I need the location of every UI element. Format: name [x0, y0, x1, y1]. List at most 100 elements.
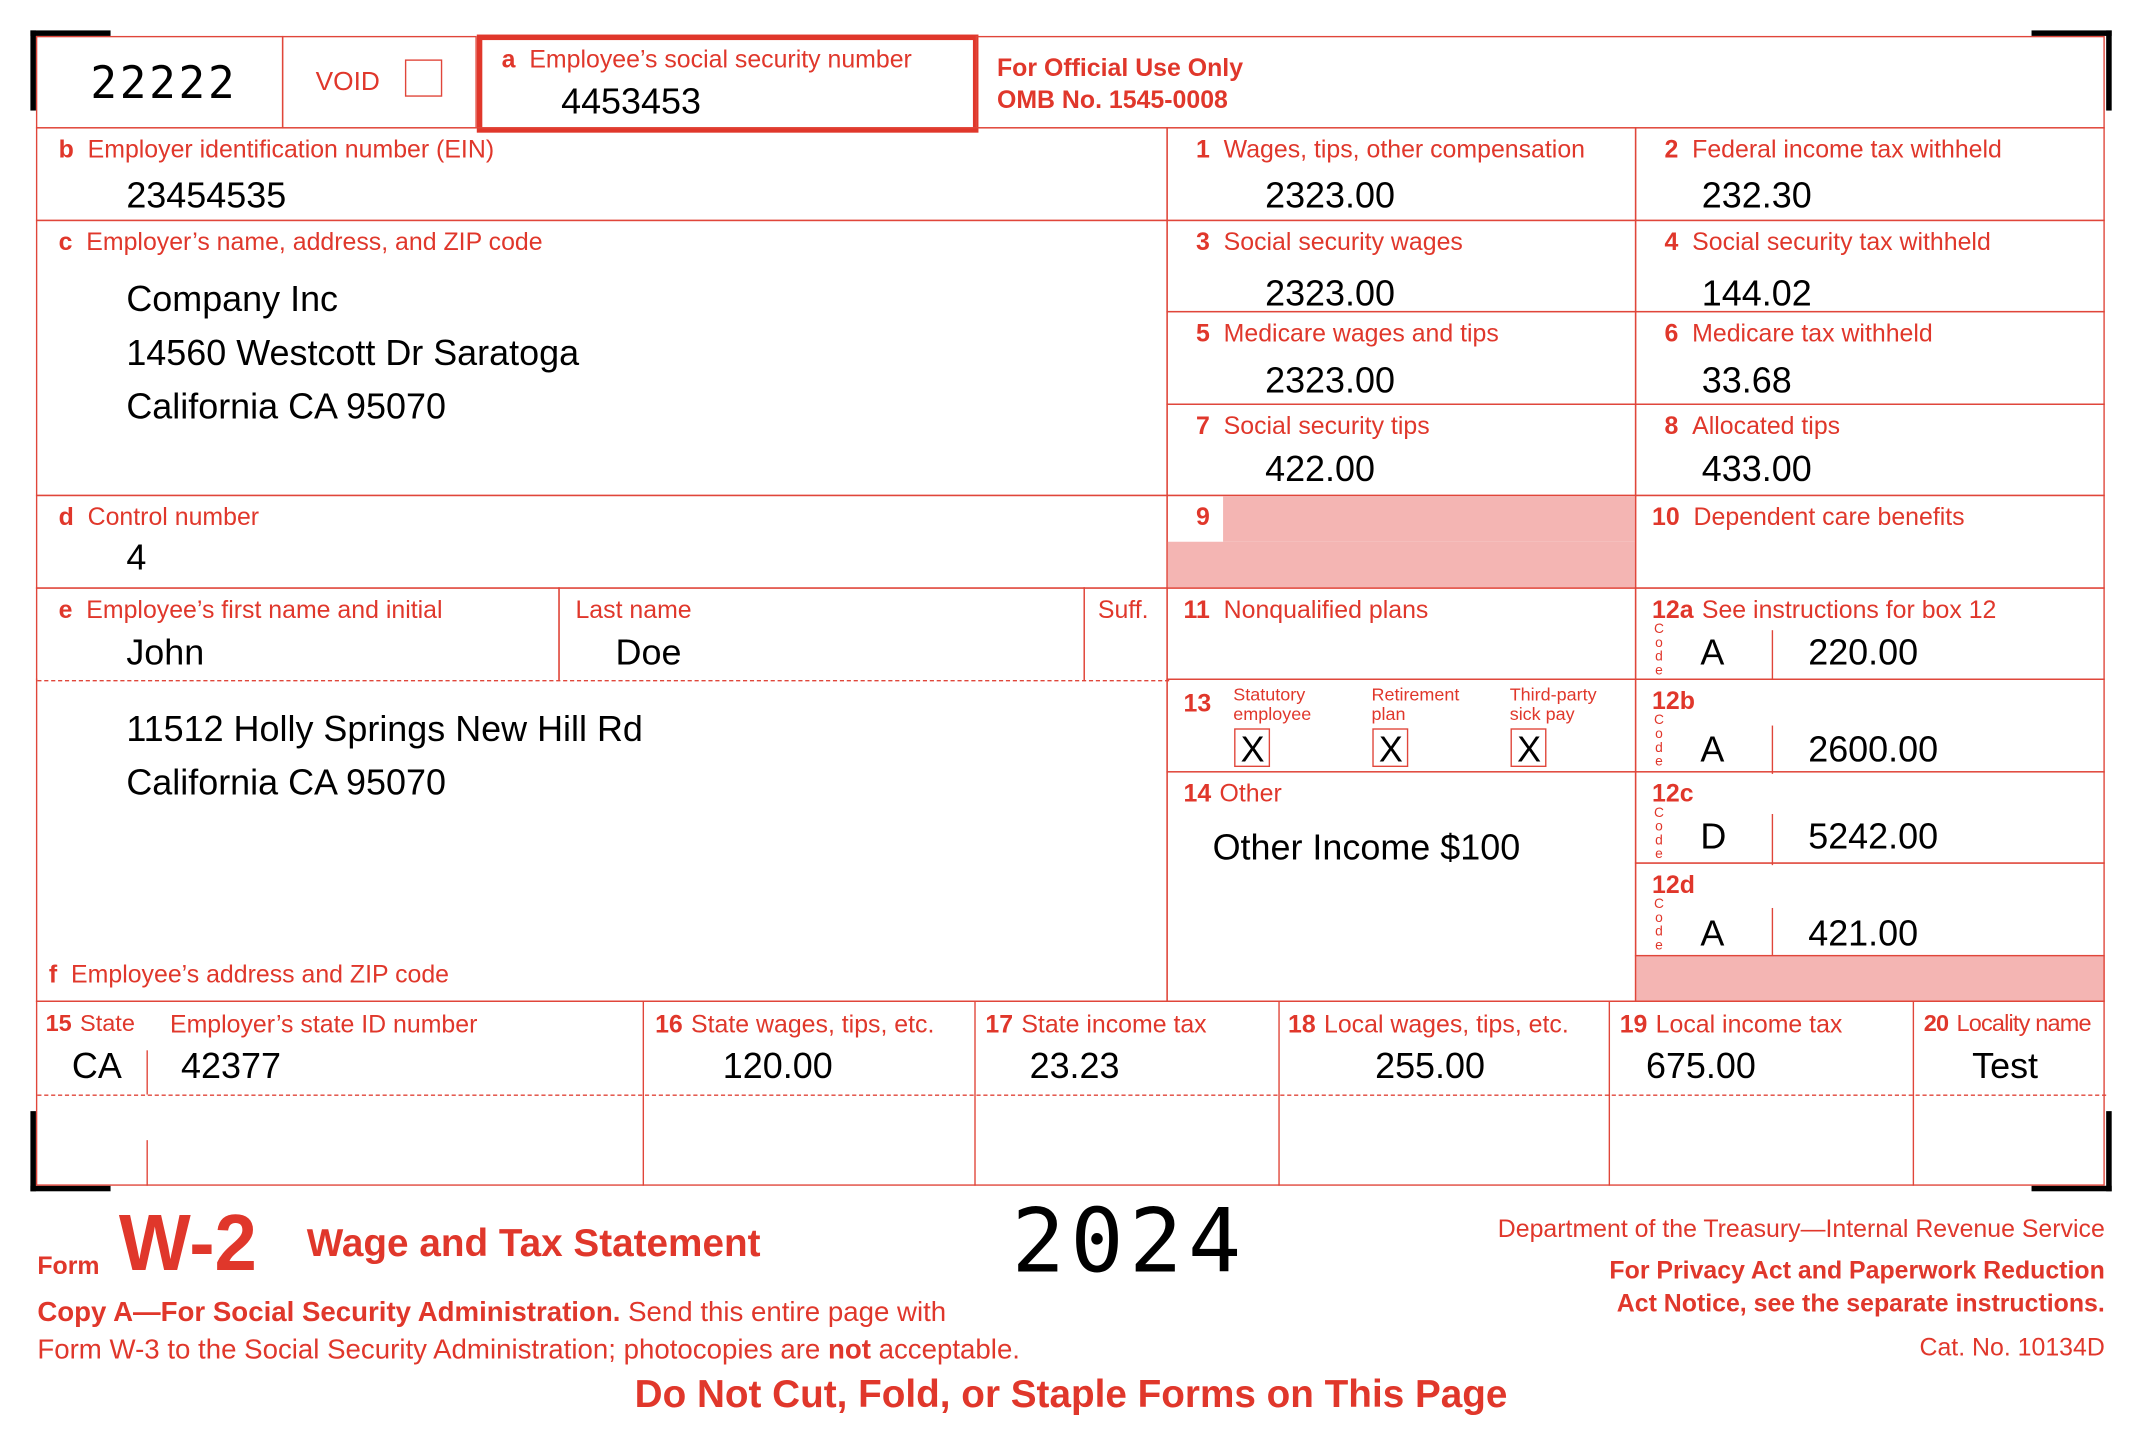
statutory-employee-checkbox[interactable]: X: [1234, 728, 1271, 769]
box-label: Nonqualified plans: [1223, 596, 1429, 624]
privacy-notice: For Privacy Act and Paperwork Reduction A…: [1609, 1253, 2104, 1319]
first-name-value[interactable]: John: [126, 632, 205, 674]
column-divider: [1278, 1001, 1280, 1186]
third-party-sick-pay-checkbox[interactable]: X: [1511, 728, 1548, 769]
employee-address[interactable]: 11512 Holly Springs New Hill Rd Californ…: [126, 703, 643, 811]
ss-tips-value[interactable]: 422.00: [1265, 448, 1376, 490]
state-local-section: [36, 1001, 2106, 1187]
box-14: 14 Other Other Income $100: [1166, 771, 1637, 1003]
amount-value[interactable]: 220.00: [1808, 632, 1919, 674]
box-a-label: Employee’s social security number: [529, 45, 912, 74]
wages-value[interactable]: 2323.00: [1265, 174, 1395, 217]
column-divider: [1912, 1001, 1915, 1186]
box-number: 18: [1288, 1010, 1316, 1038]
box-label: Social security wages: [1223, 228, 1463, 257]
other-value[interactable]: Other Income $100: [1212, 826, 1521, 869]
box-label: Medicare wages and tips: [1223, 319, 1499, 348]
state-value[interactable]: CA: [71, 1044, 122, 1087]
state-tax-value[interactable]: 23.23: [1029, 1044, 1120, 1087]
corner-mark: [2106, 1111, 2112, 1192]
ss-tax-value[interactable]: 144.02: [1701, 272, 1812, 315]
state-id-value[interactable]: 42377: [181, 1044, 281, 1087]
code-value[interactable]: A: [1700, 912, 1725, 955]
box-number: 4: [1664, 228, 1679, 257]
box-a-ssn: a Employee’s social security number 44534…: [476, 34, 979, 133]
box-label: State: [80, 1010, 135, 1037]
last-name-value[interactable]: Doe: [615, 632, 682, 674]
employee-street: 11512 Holly Springs New Hill Rd: [126, 708, 643, 750]
statutory-label: Statutory employee: [1233, 685, 1311, 725]
code-divider: [1772, 726, 1774, 775]
amount-value[interactable]: 5242.00: [1808, 815, 1939, 858]
box-letter: c: [58, 228, 73, 257]
copy-a-text: Send this entire page with: [620, 1297, 947, 1329]
box-label: Social security tips: [1223, 412, 1430, 441]
amount-value[interactable]: 2600.00: [1808, 728, 1939, 771]
catalog-number: Cat. No. 10134D: [1919, 1333, 2105, 1362]
box-label: Medicare tax withheld: [1692, 319, 1933, 348]
last-name-label: Last name: [575, 596, 692, 624]
copy-a-emphasis: not: [827, 1335, 871, 1366]
state-divider: [146, 1050, 148, 1095]
box-12-label: See instructions for box 12: [1701, 596, 1997, 624]
federal-tax-value[interactable]: 232.30: [1701, 174, 1812, 217]
box-label: Locality name: [1956, 1010, 2092, 1037]
box-label: Local wages, tips, etc.: [1323, 1010, 1569, 1038]
box-15-label: 15 State: [46, 1010, 135, 1038]
allocated-tips-value[interactable]: 433.00: [1701, 448, 1812, 490]
employer-street: 14560 Westcott Dr Saratoga: [126, 332, 580, 374]
privacy-line: For Privacy Act and Paperwork Reduction: [1609, 1256, 2105, 1284]
void-cell: VOID: [282, 36, 478, 130]
code-divider: [1772, 630, 1774, 681]
ein-value[interactable]: 23454535: [126, 174, 287, 217]
box-label: Allocated tips: [1692, 412, 1841, 441]
code-value[interactable]: A: [1700, 728, 1725, 771]
box-13: 13 Statutory employee Retirement plan Thir…: [1166, 679, 1637, 774]
box-f-label: Employee’s address and ZIP code: [71, 961, 450, 989]
void-checkbox[interactable]: [405, 59, 443, 98]
box-number: 16: [655, 1010, 683, 1038]
column-divider: [1608, 1001, 1611, 1186]
amount-value[interactable]: 421.00: [1808, 912, 1919, 955]
box-number: 17: [985, 1010, 1014, 1038]
dashed-divider: [37, 1094, 2107, 1096]
local-tax-value[interactable]: 675.00: [1645, 1044, 1756, 1087]
medicare-tax-value[interactable]: 33.68: [1701, 359, 1792, 402]
local-wages-value[interactable]: 255.00: [1375, 1044, 1486, 1087]
state-wages-value[interactable]: 120.00: [722, 1044, 833, 1087]
state-id-label: Employer’s state ID number: [169, 1010, 478, 1038]
box-number: 12a: [1652, 596, 1694, 624]
official-use: For Official Use Only OMB No. 1545-0008: [997, 53, 1243, 117]
box-c-employer: c Employer’s name, address, and ZIP code …: [36, 220, 1169, 497]
box-b-label: Employer identification number (EIN): [87, 135, 495, 164]
box-number: 8: [1664, 412, 1679, 441]
ssn-value[interactable]: 4453453: [561, 80, 701, 122]
box-11: 11 Nonqualified plans: [1166, 587, 1637, 681]
box-number: 9: [1195, 503, 1210, 532]
control-number-value[interactable]: 4: [126, 536, 147, 579]
state-divider: [146, 1140, 148, 1186]
box-2: 2 Federal income tax withheld 232.30: [1635, 127, 2106, 222]
employer-address[interactable]: Company Inc 14560 Westcott Dr Saratoga C…: [126, 273, 579, 435]
medicare-wages-value[interactable]: 2323.00: [1265, 359, 1395, 402]
column-divider: [642, 1001, 645, 1186]
retirement-plan-checkbox[interactable]: X: [1372, 728, 1409, 769]
ss-wages-value[interactable]: 2323.00: [1265, 272, 1395, 315]
code-value[interactable]: A: [1700, 632, 1725, 674]
shaded-area: [1168, 542, 1636, 588]
employer-name: Company Inc: [126, 278, 339, 320]
box-number: 1: [1195, 135, 1210, 164]
box-5: 5 Medicare wages and tips 2323.00: [1166, 311, 1637, 406]
code-divider: [1772, 908, 1774, 959]
corner-mark: [2031, 30, 2112, 36]
locality-value[interactable]: Test: [1972, 1044, 2039, 1087]
box-e-label: Employee’s first name and initial: [86, 596, 443, 624]
department: Department of the Treasury—Internal Reve…: [1497, 1214, 2105, 1243]
box-number: 2: [1664, 135, 1679, 164]
code-value[interactable]: D: [1700, 815, 1727, 858]
